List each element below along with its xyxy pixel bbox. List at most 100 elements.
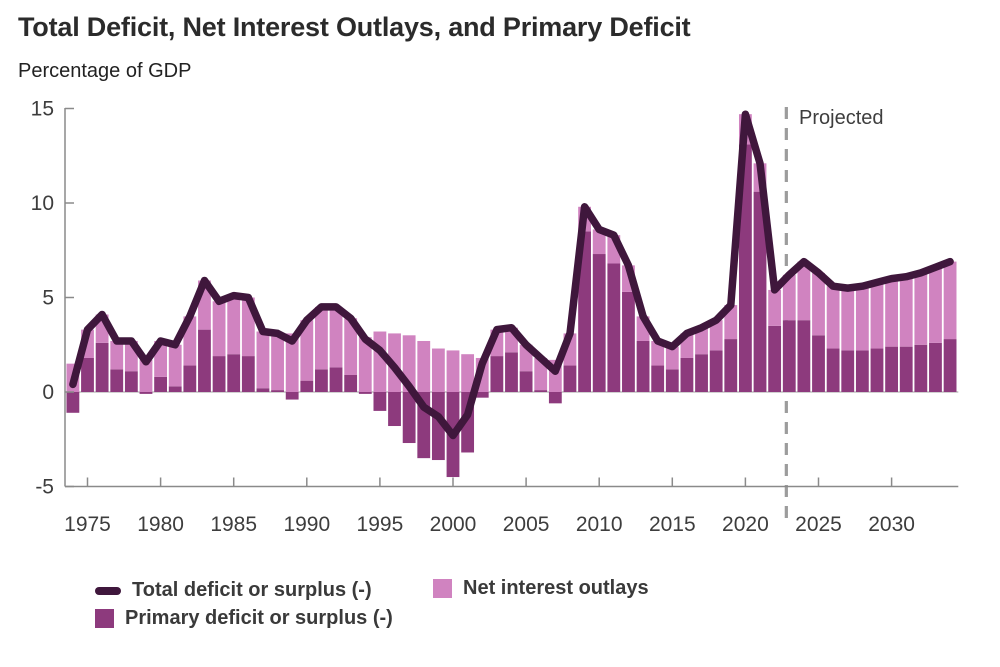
- bar-primary-deficit-2009: [578, 231, 591, 392]
- bar-net-interest-2028: [855, 286, 869, 351]
- bar-net-interest-2010: [592, 229, 606, 255]
- primary-deficit-swatch: [95, 609, 114, 628]
- bar-primary-deficit-2003: [490, 356, 504, 392]
- bar-net-interest-2001: [461, 354, 475, 392]
- bar-primary-deficit-2025: [812, 335, 825, 392]
- bar-net-interest-1985: [227, 295, 241, 355]
- x-tick-label-2030: 2030: [868, 513, 915, 536]
- bar-net-interest-2026: [826, 286, 840, 349]
- bar-primary-surplus-1994: [358, 392, 372, 394]
- bar-net-interest-2017: [695, 327, 708, 355]
- legend-item-total-deficit: Total deficit or surplus (-): [95, 579, 372, 602]
- bar-primary-deficit-2033: [929, 342, 942, 392]
- bar-primary-deficit-2020: [738, 144, 752, 392]
- bar-net-interest-1988: [271, 333, 284, 391]
- bar-primary-surplus-1974: [66, 392, 80, 413]
- bar-primary-deficit-2027: [841, 350, 855, 392]
- bar-primary-deficit-2013: [636, 340, 650, 392]
- bar-primary-deficit-2016: [680, 357, 694, 392]
- bar-primary-deficit-1981: [168, 386, 182, 392]
- legend-label-primary-deficit: Primary deficit or surplus (-): [125, 607, 393, 629]
- y-tick-label-0: 0: [42, 381, 54, 404]
- bar-primary-deficit-2019: [724, 339, 738, 392]
- projected-label: Projected: [799, 107, 884, 129]
- x-tick-label-2010: 2010: [576, 513, 623, 536]
- bar-primary-deficit-2022: [768, 325, 782, 392]
- bar-primary-deficit-1983: [198, 329, 211, 392]
- bar-net-interest-2032: [914, 272, 928, 345]
- bar-net-interest-1993: [344, 318, 358, 375]
- total-deficit-line: [69, 110, 954, 440]
- bar-net-interest-2031: [899, 276, 913, 347]
- y-tick-label-5: 5: [42, 287, 54, 310]
- bar-primary-deficit-2011: [607, 263, 621, 392]
- bar-primary-deficit-1992: [329, 367, 343, 392]
- legend-item-net-interest: Net interest outlays: [433, 577, 649, 600]
- bar-primary-deficit-2026: [826, 348, 840, 392]
- bar-primary-deficit-2018: [709, 350, 723, 392]
- bar-net-interest-2018: [709, 320, 723, 351]
- bar-primary-surplus-1989: [285, 392, 299, 400]
- bar-primary-deficit-2005: [519, 371, 533, 392]
- bar-net-interest-2030: [885, 278, 899, 347]
- bar-net-interest-2006: [534, 357, 548, 391]
- x-tick-label-1980: 1980: [137, 513, 184, 536]
- bar-primary-deficit-2023: [782, 320, 796, 392]
- x-tick-label-2025: 2025: [795, 513, 842, 536]
- net-interest-swatch: [433, 579, 452, 598]
- bar-primary-deficit-2029: [870, 348, 884, 392]
- bar-net-interest-2023: [782, 274, 796, 321]
- bar-net-interest-1994: [358, 337, 372, 392]
- bar-primary-deficit-1985: [227, 354, 241, 392]
- y-tick-label-15: 15: [31, 98, 54, 121]
- bar-primary-deficit-2032: [914, 344, 928, 392]
- bar-net-interest-2033: [929, 267, 942, 343]
- bar-primary-deficit-2008: [563, 365, 577, 392]
- bar-net-interest-2000: [446, 350, 460, 392]
- bar-primary-deficit-1993: [344, 374, 358, 392]
- chart-title: Total Deficit, Net Interest Outlays, and…: [18, 12, 691, 42]
- bar-primary-surplus-2007: [548, 392, 562, 404]
- bar-net-interest-1990: [300, 320, 314, 381]
- bar-net-interest-1984: [212, 301, 226, 357]
- x-tick-label-2000: 2000: [430, 513, 477, 536]
- x-tick-label-1985: 1985: [210, 513, 257, 536]
- bar-net-interest-2015: [665, 346, 679, 370]
- bar-net-interest-2025: [812, 272, 825, 336]
- y-tick-label--5: -5: [35, 476, 54, 499]
- bar-primary-surplus-1997: [402, 392, 416, 444]
- bar-net-interest-1999: [431, 348, 445, 392]
- bar-primary-deficit-2010: [592, 254, 606, 392]
- bar-primary-surplus-1996: [388, 392, 401, 427]
- bar-primary-deficit-1980: [154, 376, 168, 392]
- bar-primary-deficit-1982: [183, 365, 197, 392]
- legend-label-net-interest: Net interest outlays: [463, 577, 649, 599]
- bar-primary-deficit-2014: [651, 365, 665, 392]
- bar-net-interest-2027: [841, 288, 855, 351]
- bar-primary-deficit-1978: [124, 371, 138, 392]
- y-tick-label-10: 10: [31, 192, 54, 215]
- bar-primary-deficit-2030: [885, 346, 899, 392]
- bar-net-interest-1998: [417, 340, 431, 392]
- total-deficit-line-swatch: [95, 586, 121, 595]
- bar-net-interest-2022: [768, 289, 782, 326]
- bar-net-interest-1989: [285, 333, 299, 392]
- bar-net-interest-1995: [373, 331, 387, 392]
- bar-primary-deficit-1990: [300, 380, 314, 392]
- legend-label-total-deficit: Total deficit or surplus (-): [132, 579, 372, 601]
- x-tick-label-2015: 2015: [649, 513, 696, 536]
- bar-net-interest-1991: [315, 306, 328, 370]
- bar-primary-deficit-1988: [271, 390, 284, 392]
- bar-net-interest-2029: [870, 282, 884, 349]
- bar-primary-surplus-1995: [373, 392, 387, 411]
- x-tick-label-1990: 1990: [283, 513, 330, 536]
- x-tick-label-2005: 2005: [503, 513, 550, 536]
- bar-net-interest-2034: [943, 261, 957, 340]
- bar-primary-deficit-1991: [315, 369, 328, 392]
- bar-primary-deficit-1977: [110, 369, 124, 392]
- bar-primary-deficit-1975: [81, 357, 94, 392]
- bar-net-interest-1981: [168, 344, 182, 387]
- bar-net-interest-1977: [110, 340, 124, 370]
- bar-primary-deficit-2021: [753, 191, 767, 392]
